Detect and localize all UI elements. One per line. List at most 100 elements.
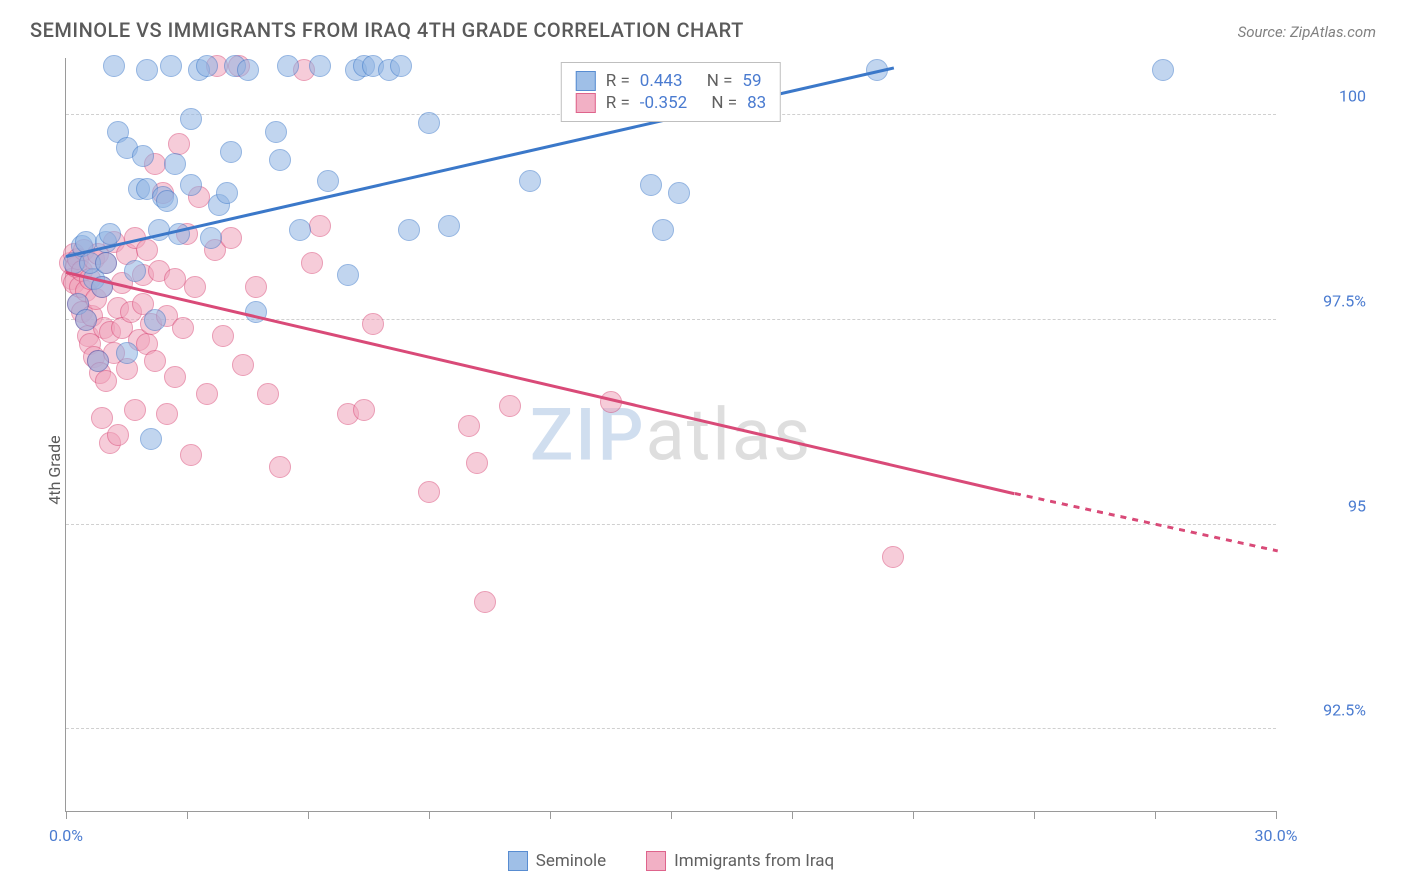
data-point bbox=[499, 395, 521, 417]
x-tick bbox=[1276, 811, 1277, 819]
data-point bbox=[200, 227, 222, 249]
data-point bbox=[652, 219, 674, 241]
data-point bbox=[212, 325, 234, 347]
data-point bbox=[124, 399, 146, 421]
data-point bbox=[172, 317, 194, 339]
legend-item-2: Immigrants from Iraq bbox=[646, 851, 834, 871]
legend-row-1: R = 0.443 N = 59 bbox=[576, 71, 766, 91]
legend-swatch-series-2 bbox=[646, 851, 666, 871]
data-point bbox=[1152, 59, 1174, 81]
legend-swatch-2 bbox=[576, 93, 596, 113]
data-point bbox=[140, 428, 162, 450]
x-tick-label: 0.0% bbox=[49, 826, 83, 845]
data-point bbox=[317, 170, 339, 192]
data-point bbox=[519, 170, 541, 192]
data-point bbox=[164, 268, 186, 290]
correlation-legend: R = 0.443 N = 59 R = -0.352 N = 83 bbox=[561, 62, 781, 122]
r-label: R = bbox=[606, 71, 630, 91]
data-point bbox=[269, 456, 291, 478]
data-point bbox=[95, 370, 117, 392]
data-point bbox=[99, 223, 121, 245]
chart-title: SEMINOLE VS IMMIGRANTS FROM IRAQ 4TH GRA… bbox=[30, 18, 744, 42]
data-point bbox=[668, 182, 690, 204]
x-tick bbox=[550, 811, 551, 819]
series-legend: Seminole Immigrants from Iraq bbox=[66, 851, 1276, 871]
legend-swatch-series-1 bbox=[508, 851, 528, 871]
data-point bbox=[136, 239, 158, 261]
data-point bbox=[265, 121, 287, 143]
x-tick bbox=[66, 811, 67, 819]
n-label: N = bbox=[707, 71, 733, 91]
data-point bbox=[245, 276, 267, 298]
y-tick-label: 100 bbox=[1286, 87, 1366, 106]
data-point bbox=[466, 452, 488, 474]
data-point bbox=[196, 383, 218, 405]
data-point bbox=[474, 591, 496, 613]
x-tick bbox=[671, 811, 672, 819]
data-point bbox=[277, 55, 299, 77]
y-axis-label: 4th Grade bbox=[45, 435, 64, 504]
data-point bbox=[107, 424, 129, 446]
n-label: N = bbox=[711, 93, 737, 113]
data-point bbox=[309, 55, 331, 77]
y-tick-label: 95 bbox=[1286, 496, 1366, 515]
x-tick bbox=[913, 811, 914, 819]
data-point bbox=[164, 153, 186, 175]
source-attribution: Source: ZipAtlas.com bbox=[1238, 23, 1376, 41]
x-tick-label: 30.0% bbox=[1255, 826, 1298, 845]
x-tick bbox=[792, 811, 793, 819]
data-point bbox=[144, 309, 166, 331]
gridline bbox=[66, 524, 1276, 525]
data-point bbox=[160, 55, 182, 77]
r-label: R = bbox=[606, 93, 630, 113]
data-point bbox=[180, 108, 202, 130]
data-point bbox=[168, 133, 190, 155]
data-point bbox=[156, 403, 178, 425]
data-point bbox=[180, 174, 202, 196]
data-point bbox=[458, 415, 480, 437]
data-point bbox=[144, 350, 166, 372]
data-point bbox=[216, 182, 238, 204]
data-point bbox=[95, 252, 117, 274]
data-point bbox=[269, 149, 291, 171]
gridline bbox=[66, 728, 1276, 729]
legend-item-1: Seminole bbox=[508, 851, 606, 871]
data-point bbox=[398, 219, 420, 241]
data-point bbox=[232, 354, 254, 376]
data-point bbox=[116, 342, 138, 364]
x-tick bbox=[429, 811, 430, 819]
data-point bbox=[418, 481, 440, 503]
data-point bbox=[309, 215, 331, 237]
data-point bbox=[164, 366, 186, 388]
data-point bbox=[132, 145, 154, 167]
data-point bbox=[103, 55, 125, 77]
data-point bbox=[184, 276, 206, 298]
legend-label-1: Seminole bbox=[536, 851, 606, 871]
r-value-1: 0.443 bbox=[640, 71, 683, 91]
data-point bbox=[220, 227, 242, 249]
x-tick bbox=[1155, 811, 1156, 819]
chart-container: 4th Grade ZIPatlas R = 0.443 N = 59 R = … bbox=[30, 58, 1376, 882]
n-value-2: 83 bbox=[747, 93, 766, 113]
data-point bbox=[640, 174, 662, 196]
watermark-brand-2: atlas bbox=[646, 392, 813, 477]
chart-header: SEMINOLE VS IMMIGRANTS FROM IRAQ 4TH GRA… bbox=[0, 0, 1406, 50]
plot-area: ZIPatlas R = 0.443 N = 59 R = -0.352 N =… bbox=[65, 58, 1276, 812]
data-point bbox=[438, 215, 460, 237]
data-point bbox=[136, 59, 158, 81]
data-point bbox=[353, 399, 375, 421]
data-point bbox=[124, 260, 146, 282]
data-point bbox=[156, 190, 178, 212]
legend-swatch-1 bbox=[576, 71, 596, 91]
data-point bbox=[180, 444, 202, 466]
y-tick-label: 97.5% bbox=[1286, 291, 1366, 310]
data-point bbox=[75, 309, 97, 331]
y-tick-label: 92.5% bbox=[1286, 701, 1366, 720]
data-point bbox=[882, 546, 904, 568]
data-point bbox=[362, 313, 384, 335]
data-point bbox=[237, 59, 259, 81]
legend-label-2: Immigrants from Iraq bbox=[674, 851, 834, 871]
data-point bbox=[196, 55, 218, 77]
data-point bbox=[418, 112, 440, 134]
data-point bbox=[337, 264, 359, 286]
